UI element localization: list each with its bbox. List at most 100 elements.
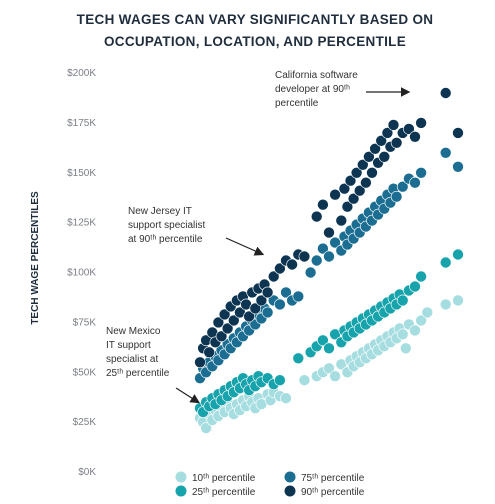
data-point-series-0 <box>399 342 412 355</box>
data-point-series-1 <box>409 280 421 293</box>
data-point-series-2 <box>390 190 403 203</box>
data-point-series-3 <box>381 127 394 139</box>
data-point-series-2 <box>292 290 305 303</box>
data-point-series-0 <box>298 374 311 387</box>
data-point-series-3 <box>335 214 348 227</box>
data-point-series-2 <box>439 147 452 159</box>
data-point-series-3 <box>360 176 372 189</box>
data-point-series-2 <box>261 306 274 319</box>
data-point-series-2 <box>304 266 317 279</box>
annotation-new-mexico-line-1: New Mexico <box>106 326 161 337</box>
data-point-series-1 <box>292 352 305 365</box>
y-tick-label: $50K <box>73 367 97 378</box>
y-tick-labels: $0K $25K $50K $75K $100K $125K $150K $175K $200K <box>67 68 96 478</box>
data-point-series-2 <box>310 254 323 267</box>
data-point-series-3 <box>323 226 335 239</box>
data-point-series-3 <box>344 174 357 187</box>
data-point-series-3 <box>286 258 298 271</box>
annotation-california-line-1: California software <box>275 70 358 81</box>
data-point-series-2 <box>280 286 292 299</box>
data-point-series-3 <box>350 167 363 179</box>
data-point-series-3 <box>274 262 286 275</box>
data-point-series-3 <box>390 137 403 149</box>
annotation-california-line-2: developer at 90ᵗʰ <box>275 84 350 95</box>
data-point-series-3 <box>194 356 206 369</box>
data-point-series-3 <box>347 192 360 205</box>
data-point-series-0 <box>200 422 212 434</box>
data-point-series-3 <box>366 167 378 179</box>
data-point-series-0 <box>415 314 427 327</box>
data-points <box>194 87 464 434</box>
data-point-series-1 <box>317 334 329 347</box>
annotation-new-mexico-arrow <box>175 387 201 404</box>
data-point-series-0 <box>396 328 409 341</box>
data-point-series-2 <box>329 236 341 249</box>
data-point-series-3 <box>249 302 262 315</box>
y-tick-label: $150K <box>67 168 96 179</box>
annotation-california: California software developer at 90ᵗʰ pe… <box>275 70 411 109</box>
data-point-series-2 <box>396 180 409 193</box>
data-point-series-1 <box>274 374 286 387</box>
y-tick-label: $200K <box>67 68 96 79</box>
data-point-series-2 <box>415 167 427 179</box>
data-point-series-1 <box>415 270 427 283</box>
y-tick-label: $0K <box>78 467 96 478</box>
data-point-series-0 <box>280 392 292 405</box>
data-point-series-2 <box>274 298 286 311</box>
annotation-new-jersey-line-1: New Jersey IT <box>128 206 192 217</box>
data-point-series-2 <box>317 242 329 255</box>
data-point-series-3 <box>356 159 369 171</box>
legend-swatch-90th <box>284 485 296 497</box>
data-point-series-3 <box>363 151 375 163</box>
annotation-new-jersey-line-3: at 90ᵗʰ percentile <box>128 234 203 245</box>
data-point-series-3 <box>452 127 464 139</box>
annotation-new-mexico-line-3: specialist at <box>106 354 158 365</box>
y-axis-label: TECH WAGE PERCENTILES <box>30 191 41 325</box>
data-point-series-1 <box>396 294 409 307</box>
data-point-series-1 <box>323 342 335 355</box>
data-point-series-3 <box>403 123 415 135</box>
y-tick-label: $75K <box>73 317 97 328</box>
data-point-series-0 <box>409 324 421 337</box>
data-point-series-3 <box>243 310 255 323</box>
annotation-california-line-3: percentile <box>275 98 319 109</box>
chart-title-line-1: TECH WAGES CAN VARY SIGNIFICANTLY BASED … <box>77 12 434 27</box>
data-point-series-2 <box>323 250 335 263</box>
y-tick-label: $125K <box>67 218 96 229</box>
data-point-series-3 <box>212 316 225 329</box>
data-point-series-1 <box>439 256 452 269</box>
data-point-series-0 <box>452 294 464 307</box>
data-point-series-3 <box>439 87 452 99</box>
y-tick-label: $175K <box>67 118 96 129</box>
annotation-new-mexico: New Mexico IT support specialist at 25ᵗʰ… <box>106 326 201 404</box>
data-point-series-3 <box>415 117 427 129</box>
data-point-series-3 <box>369 143 381 155</box>
annotation-new-mexico-line-2: IT support <box>106 340 151 351</box>
data-point-series-3 <box>375 135 388 147</box>
data-point-series-3 <box>267 270 280 283</box>
legend-label-75th: 75ᵗʰ percentile <box>301 473 365 484</box>
data-point-series-0 <box>323 362 335 375</box>
data-point-series-3 <box>329 188 341 201</box>
legend-swatch-10th <box>175 471 187 483</box>
data-point-series-3 <box>255 294 268 307</box>
y-tick-label: $100K <box>67 268 96 279</box>
legend-swatch-75th <box>284 471 296 483</box>
legend-label-25th: 25ᵗʰ percentile <box>192 487 256 498</box>
data-point-series-0 <box>439 298 452 311</box>
data-point-series-3 <box>221 322 234 335</box>
annotation-new-jersey-arrow <box>225 237 265 256</box>
legend: 10ᵗʰ percentile 25ᵗʰ percentile 75ᵗʰ per… <box>175 471 365 498</box>
data-point-series-3 <box>215 330 228 343</box>
annotation-new-mexico-line-4: 25ᵗʰ percentile <box>106 368 170 379</box>
data-point-series-3 <box>317 198 329 211</box>
data-point-series-3 <box>378 151 391 163</box>
chart-title-line-2: OCCUPATION, LOCATION, AND PERCENTILE <box>104 34 406 49</box>
data-point-series-3 <box>218 308 231 321</box>
data-point-series-3 <box>353 184 366 197</box>
legend-label-10th: 10ᵗʰ percentile <box>192 473 256 484</box>
data-point-series-3 <box>387 119 400 131</box>
annotation-new-jersey-line-2: support specialist <box>128 220 205 231</box>
data-point-series-3 <box>341 200 354 213</box>
